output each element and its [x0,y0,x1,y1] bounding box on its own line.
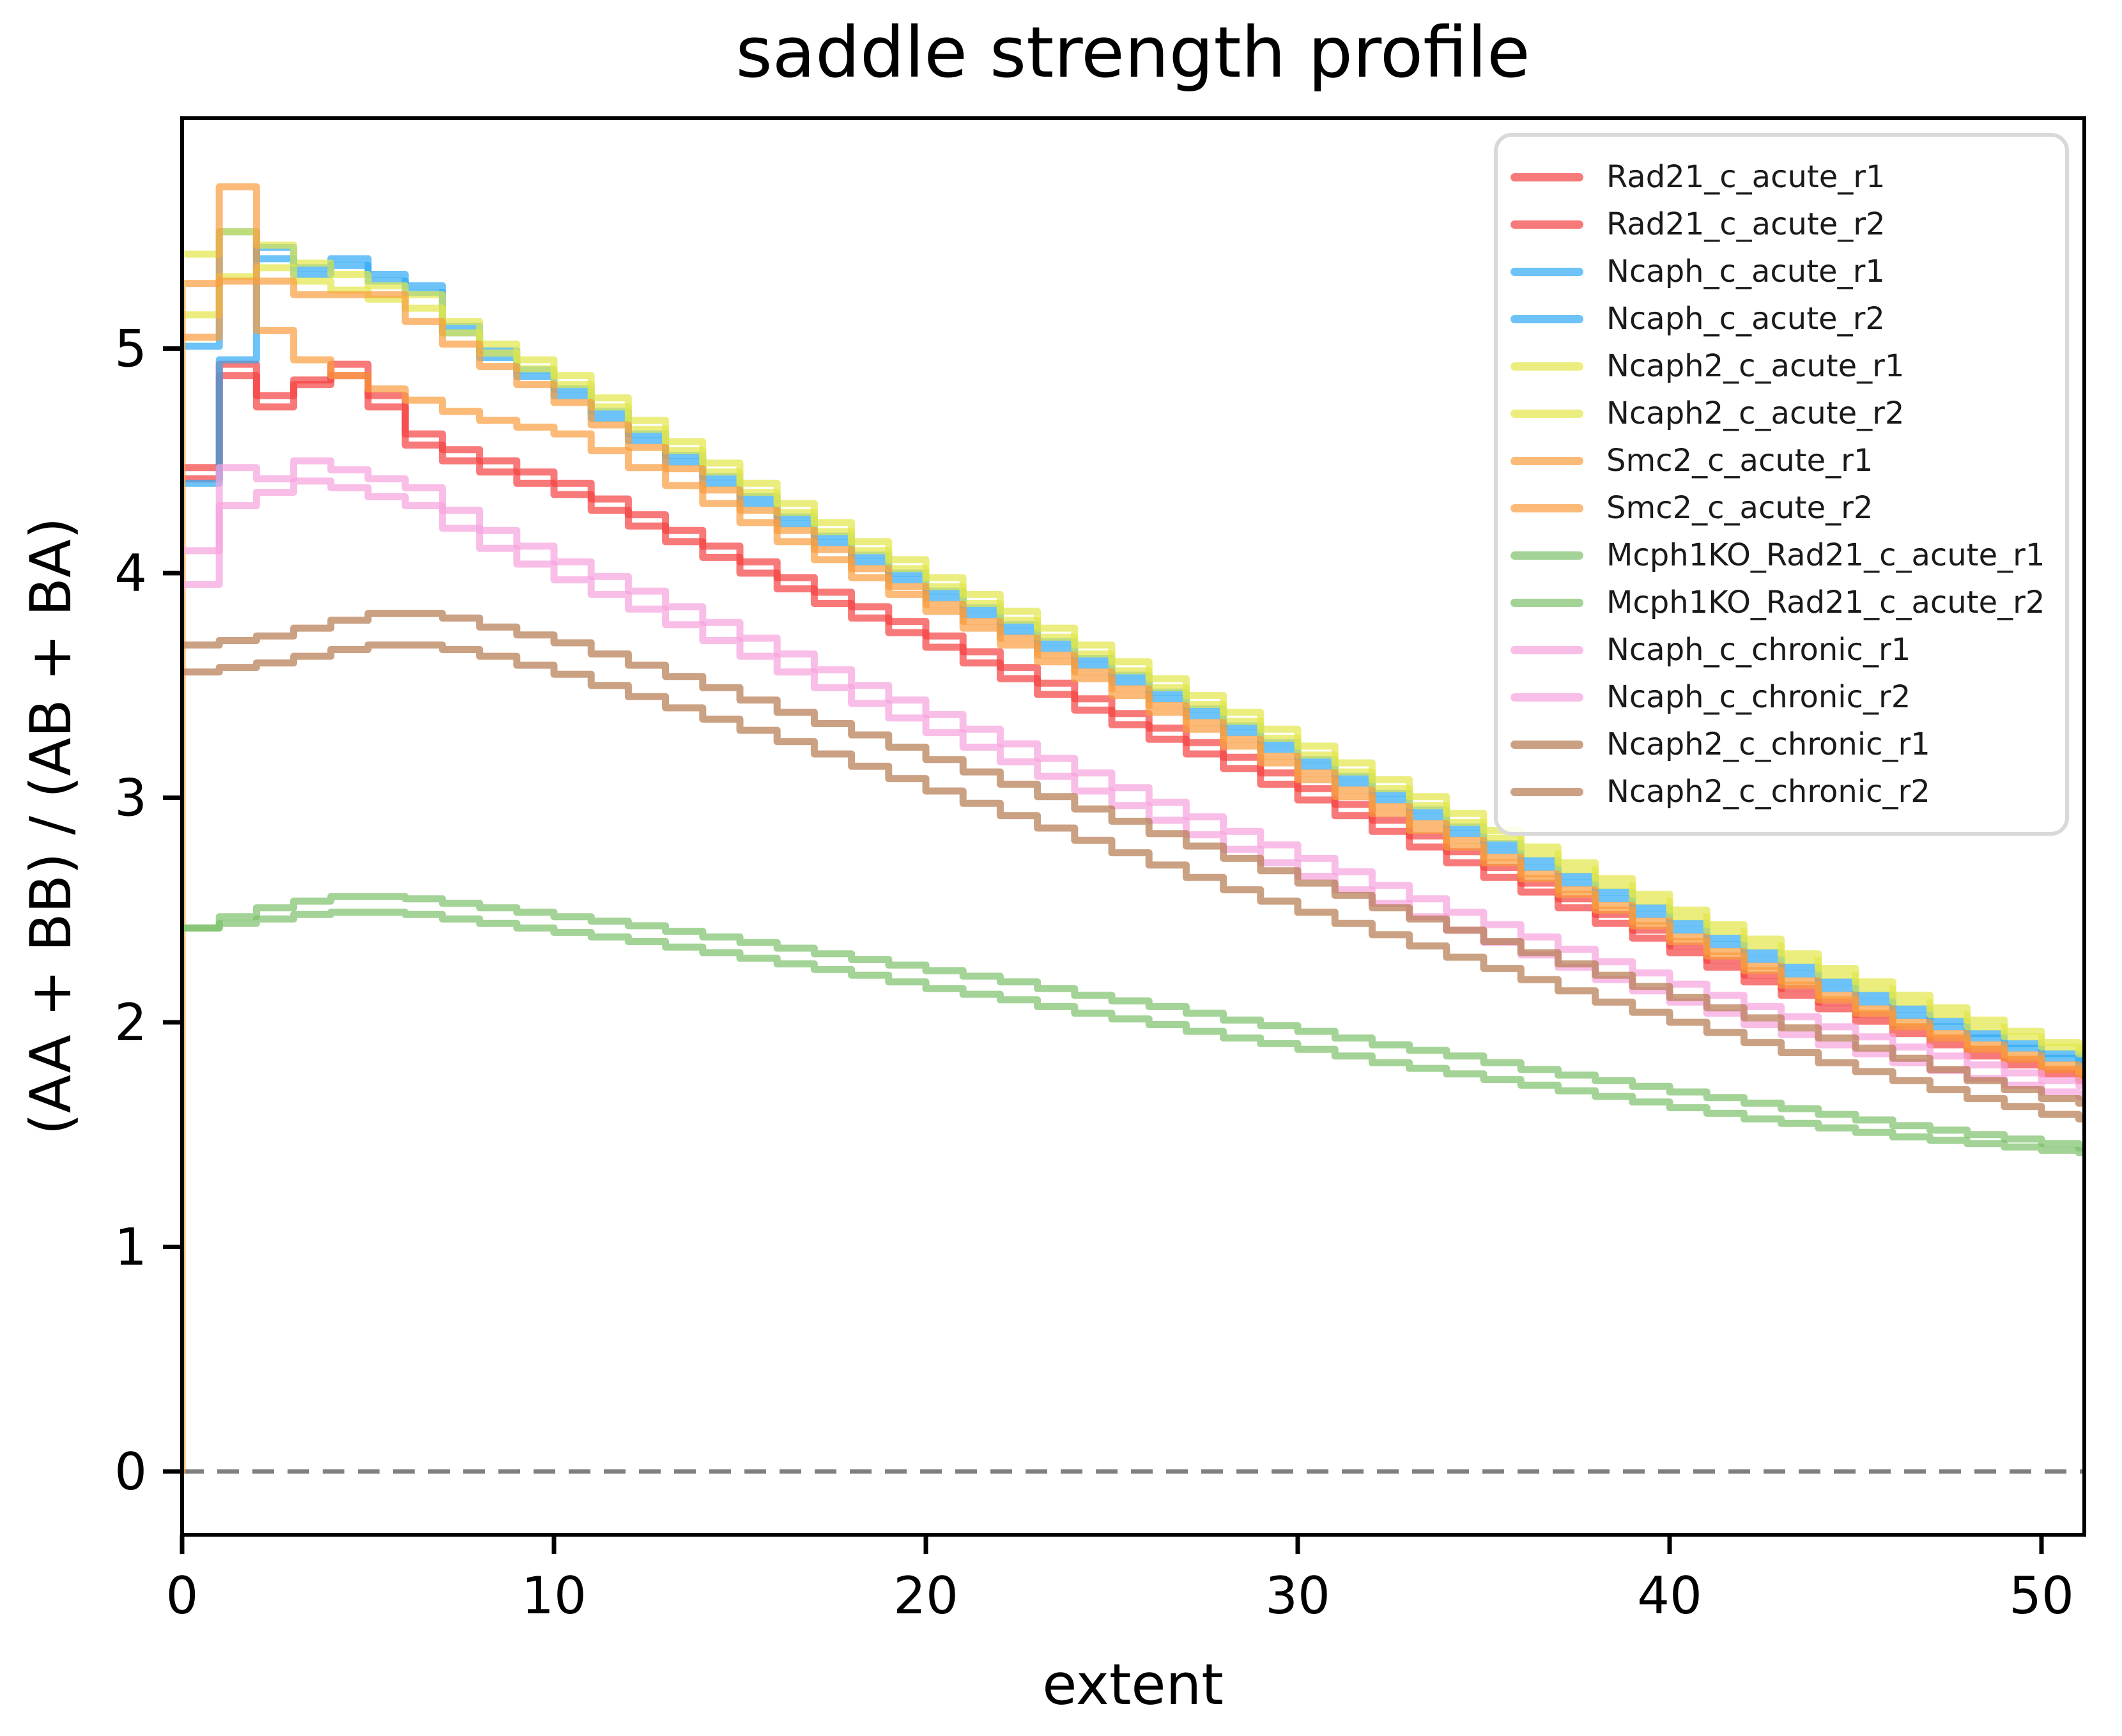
legend-item: Ncaph2_c_acute_r2 [1511,390,2050,437]
y-tick-label: 1 [114,1218,147,1277]
legend-item-label: Ncaph_c_chronic_r2 [1606,679,1911,715]
legend-item-label: Ncaph_c_chronic_r1 [1606,632,1911,668]
legend-swatch-line [1511,693,1583,702]
series-line-Rad21_c_acute_r2 [182,372,2084,1084]
series-line-Ncaph_c_chronic_r2 [182,477,2084,1100]
legend-swatch-line [1511,220,1583,229]
y-tick-label: 0 [114,1442,147,1502]
legend-item-label: Ncaph2_c_acute_r1 [1606,348,1905,384]
legend-item-label: Rad21_c_acute_r2 [1606,206,1886,242]
x-tick-label: 50 [2009,1566,2074,1625]
legend-item: Rad21_c_acute_r1 [1511,153,2050,201]
legend-item: Ncaph2_c_chronic_r1 [1511,721,2050,768]
legend-swatch-line [1511,173,1583,181]
y-tick-label: 5 [114,319,147,379]
series-line-Ncaph2_c_chronic_r1 [182,610,2084,1107]
legend-swatch-line [1511,503,1583,512]
legend-swatch-line [1511,456,1583,465]
legend-item: Ncaph_c_acute_r2 [1511,295,2050,342]
y-axis-label: (AA + BB) / (AB + BA) [18,517,84,1135]
legend-item-label: Ncaph2_c_chronic_r1 [1606,726,1930,762]
x-tick-label: 10 [521,1566,587,1625]
legend-item-label: Ncaph_c_acute_r2 [1606,301,1885,337]
legend-item: Mcph1KO_Rad21_c_acute_r1 [1511,532,2050,579]
series-line-Mcph1KO_Rad21_c_acute_r1 [182,893,2084,1152]
legend-item-label: Ncaph2_c_acute_r2 [1606,396,1905,431]
legend-item: Ncaph2_c_acute_r1 [1511,342,2050,390]
legend-swatch-line [1511,787,1583,796]
axes-spines [180,116,2086,1537]
legend-swatch-line [1511,740,1583,749]
series-line-Ncaph2_c_acute_r2 [182,264,2084,1057]
x-axis-ticks: 0 10 20 30 40 50 [166,1535,2074,1625]
legend: Rad21_c_acute_r1 Rad21_c_acute_r2 Ncaph_c_… [1494,133,2069,836]
legend-swatch-line [1511,645,1583,654]
legend-item-label: Mcph1KO_Rad21_c_acute_r1 [1606,537,2045,573]
x-tick-label: 40 [1637,1566,1702,1625]
legend-item-label: Mcph1KO_Rad21_c_acute_r2 [1606,585,2045,620]
legend-swatch-line [1511,598,1583,607]
legend-item: Smc2_c_acute_r2 [1511,484,2050,532]
plot-border [180,116,2086,1537]
x-tick-label: 20 [893,1566,958,1625]
y-tick-label: 2 [114,993,147,1052]
legend-swatch-line [1511,314,1583,323]
y-tick-label: 4 [114,544,147,603]
series-lines [182,183,2084,1475]
x-tick-label: 30 [1265,1566,1330,1625]
legend-item: Ncaph_c_chronic_r1 [1511,626,2050,673]
legend-item-label: Ncaph2_c_chronic_r2 [1606,774,1930,810]
series-line-Smc2_c_acute_r2 [182,277,2084,1080]
y-tick-label: 3 [114,769,147,828]
legend-item-label: Ncaph_c_acute_r1 [1606,254,1885,289]
legend-item: Ncaph2_c_chronic_r2 [1511,768,2050,815]
legend-swatch-line [1511,267,1583,276]
legend-item: Ncaph_c_acute_r1 [1511,248,2050,295]
legend-item: Smc2_c_acute_r1 [1511,437,2050,484]
legend-item: Ncaph_c_chronic_r2 [1511,673,2050,721]
legend-item: Rad21_c_acute_r2 [1511,201,2050,248]
legend-item-label: Smc2_c_acute_r2 [1606,490,1873,526]
chart-title: saddle strength profile [735,12,1530,93]
legend-swatch-line [1511,551,1583,560]
legend-item-label: Rad21_c_acute_r1 [1606,159,1886,195]
y-axis-ticks: 0 1 2 3 4 5 [114,319,182,1502]
legend-item-label: Smc2_c_acute_r1 [1606,443,1873,479]
series-line-Mcph1KO_Rad21_c_acute_r2 [182,909,2084,1156]
x-axis-label: extent [1042,1652,1224,1717]
legend-swatch-line [1511,362,1583,371]
legend-swatch-line [1511,409,1583,418]
x-tick-label: 0 [166,1566,199,1625]
series-line-Ncaph2_c_chronic_r2 [182,641,2084,1123]
legend-item: Mcph1KO_Rad21_c_acute_r2 [1511,579,2050,626]
